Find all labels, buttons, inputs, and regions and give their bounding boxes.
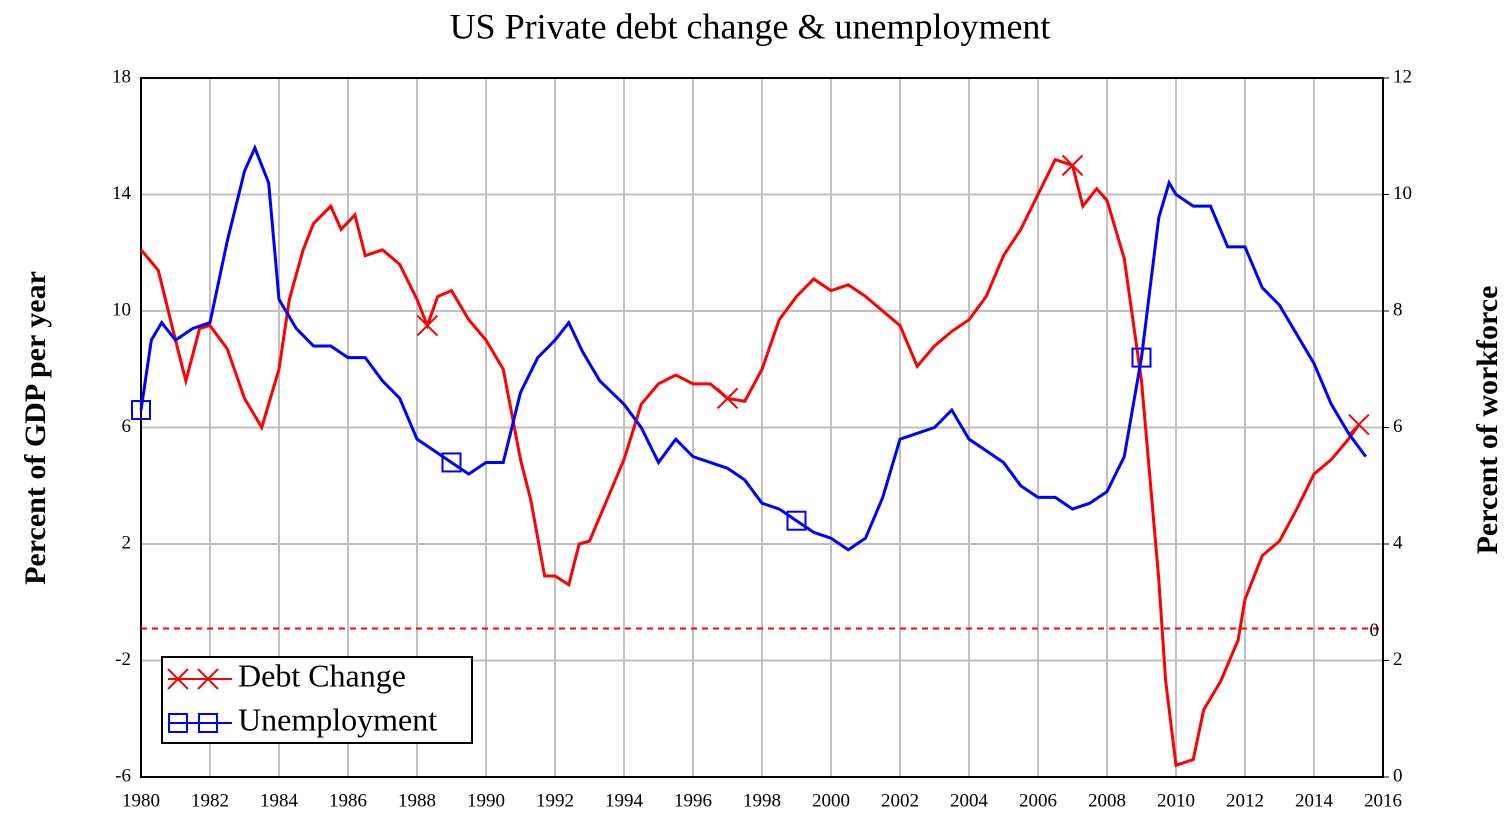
- marker: [168, 713, 188, 733]
- marker: [131, 400, 151, 421]
- x-tick-label: 1998: [743, 790, 781, 811]
- marker: [786, 510, 807, 531]
- legend-box: [161, 656, 473, 744]
- x-tick-label: 1996: [674, 790, 712, 811]
- marker: [167, 668, 189, 690]
- x-tick-label: 1982: [191, 790, 229, 811]
- x-tick-label: 1992: [536, 790, 574, 811]
- plot-frame: [140, 77, 1384, 778]
- y2-tick-label: 2: [1393, 649, 1403, 670]
- legend-label: Unemployment: [238, 701, 437, 737]
- x-tick-label: 2008: [1088, 790, 1126, 811]
- y-tick-label: 2: [122, 532, 132, 553]
- marker: [197, 668, 219, 690]
- marker: [441, 452, 462, 473]
- chart-title: US Private debt change & unemployment: [450, 6, 1051, 46]
- x-tick-label: 2002: [881, 790, 919, 811]
- x-tick-label: 2016: [1364, 790, 1402, 811]
- reference-label: 0: [1370, 620, 1380, 641]
- x-tick-label: 1980: [122, 790, 160, 811]
- y-axis-label: Percent of GDP per year: [19, 271, 52, 585]
- y2-tick-label: 4: [1393, 532, 1403, 553]
- x-tick-label: 2014: [1295, 790, 1334, 811]
- x-tick-label: 2012: [1226, 790, 1264, 811]
- x-tick-label: 2004: [950, 790, 989, 811]
- y2-tick-label: 12: [1393, 66, 1412, 87]
- x-tick-label: 1986: [329, 790, 367, 811]
- x-tick-label: 2000: [812, 790, 850, 811]
- legend-label: Debt Change: [238, 657, 406, 693]
- legend: Debt Change Unemployment: [161, 656, 473, 744]
- x-tick-label: 1988: [398, 790, 436, 811]
- y-tick-label: 14: [112, 183, 132, 204]
- marker: [1061, 154, 1084, 177]
- marker: [1131, 347, 1152, 368]
- y-tick-label: -2: [115, 649, 131, 670]
- x-tick-label: 1994: [605, 790, 644, 811]
- marker: [716, 387, 739, 410]
- x-tick-label: 2010: [1157, 790, 1195, 811]
- y-tick-label: -6: [115, 765, 131, 786]
- y2-tick-label: 10: [1393, 183, 1412, 204]
- y2-tick-label: 0: [1393, 765, 1403, 786]
- y-tick-label: 18: [112, 66, 131, 87]
- marker: [198, 713, 218, 733]
- y2-tick-label: 8: [1393, 299, 1403, 320]
- y-tick-label: 6: [122, 416, 132, 437]
- marker: [1348, 413, 1370, 436]
- x-tick-label: 1990: [467, 790, 505, 811]
- x-tick-label: 1984: [260, 790, 299, 811]
- y-tick-label: 10: [112, 299, 131, 320]
- x-tick-label: 2006: [1019, 790, 1057, 811]
- data-line: [139, 144, 1367, 552]
- y2-axis-label: Percent of workforce: [1471, 286, 1504, 555]
- y2-tick-label: 6: [1393, 416, 1403, 437]
- marker: [416, 314, 439, 337]
